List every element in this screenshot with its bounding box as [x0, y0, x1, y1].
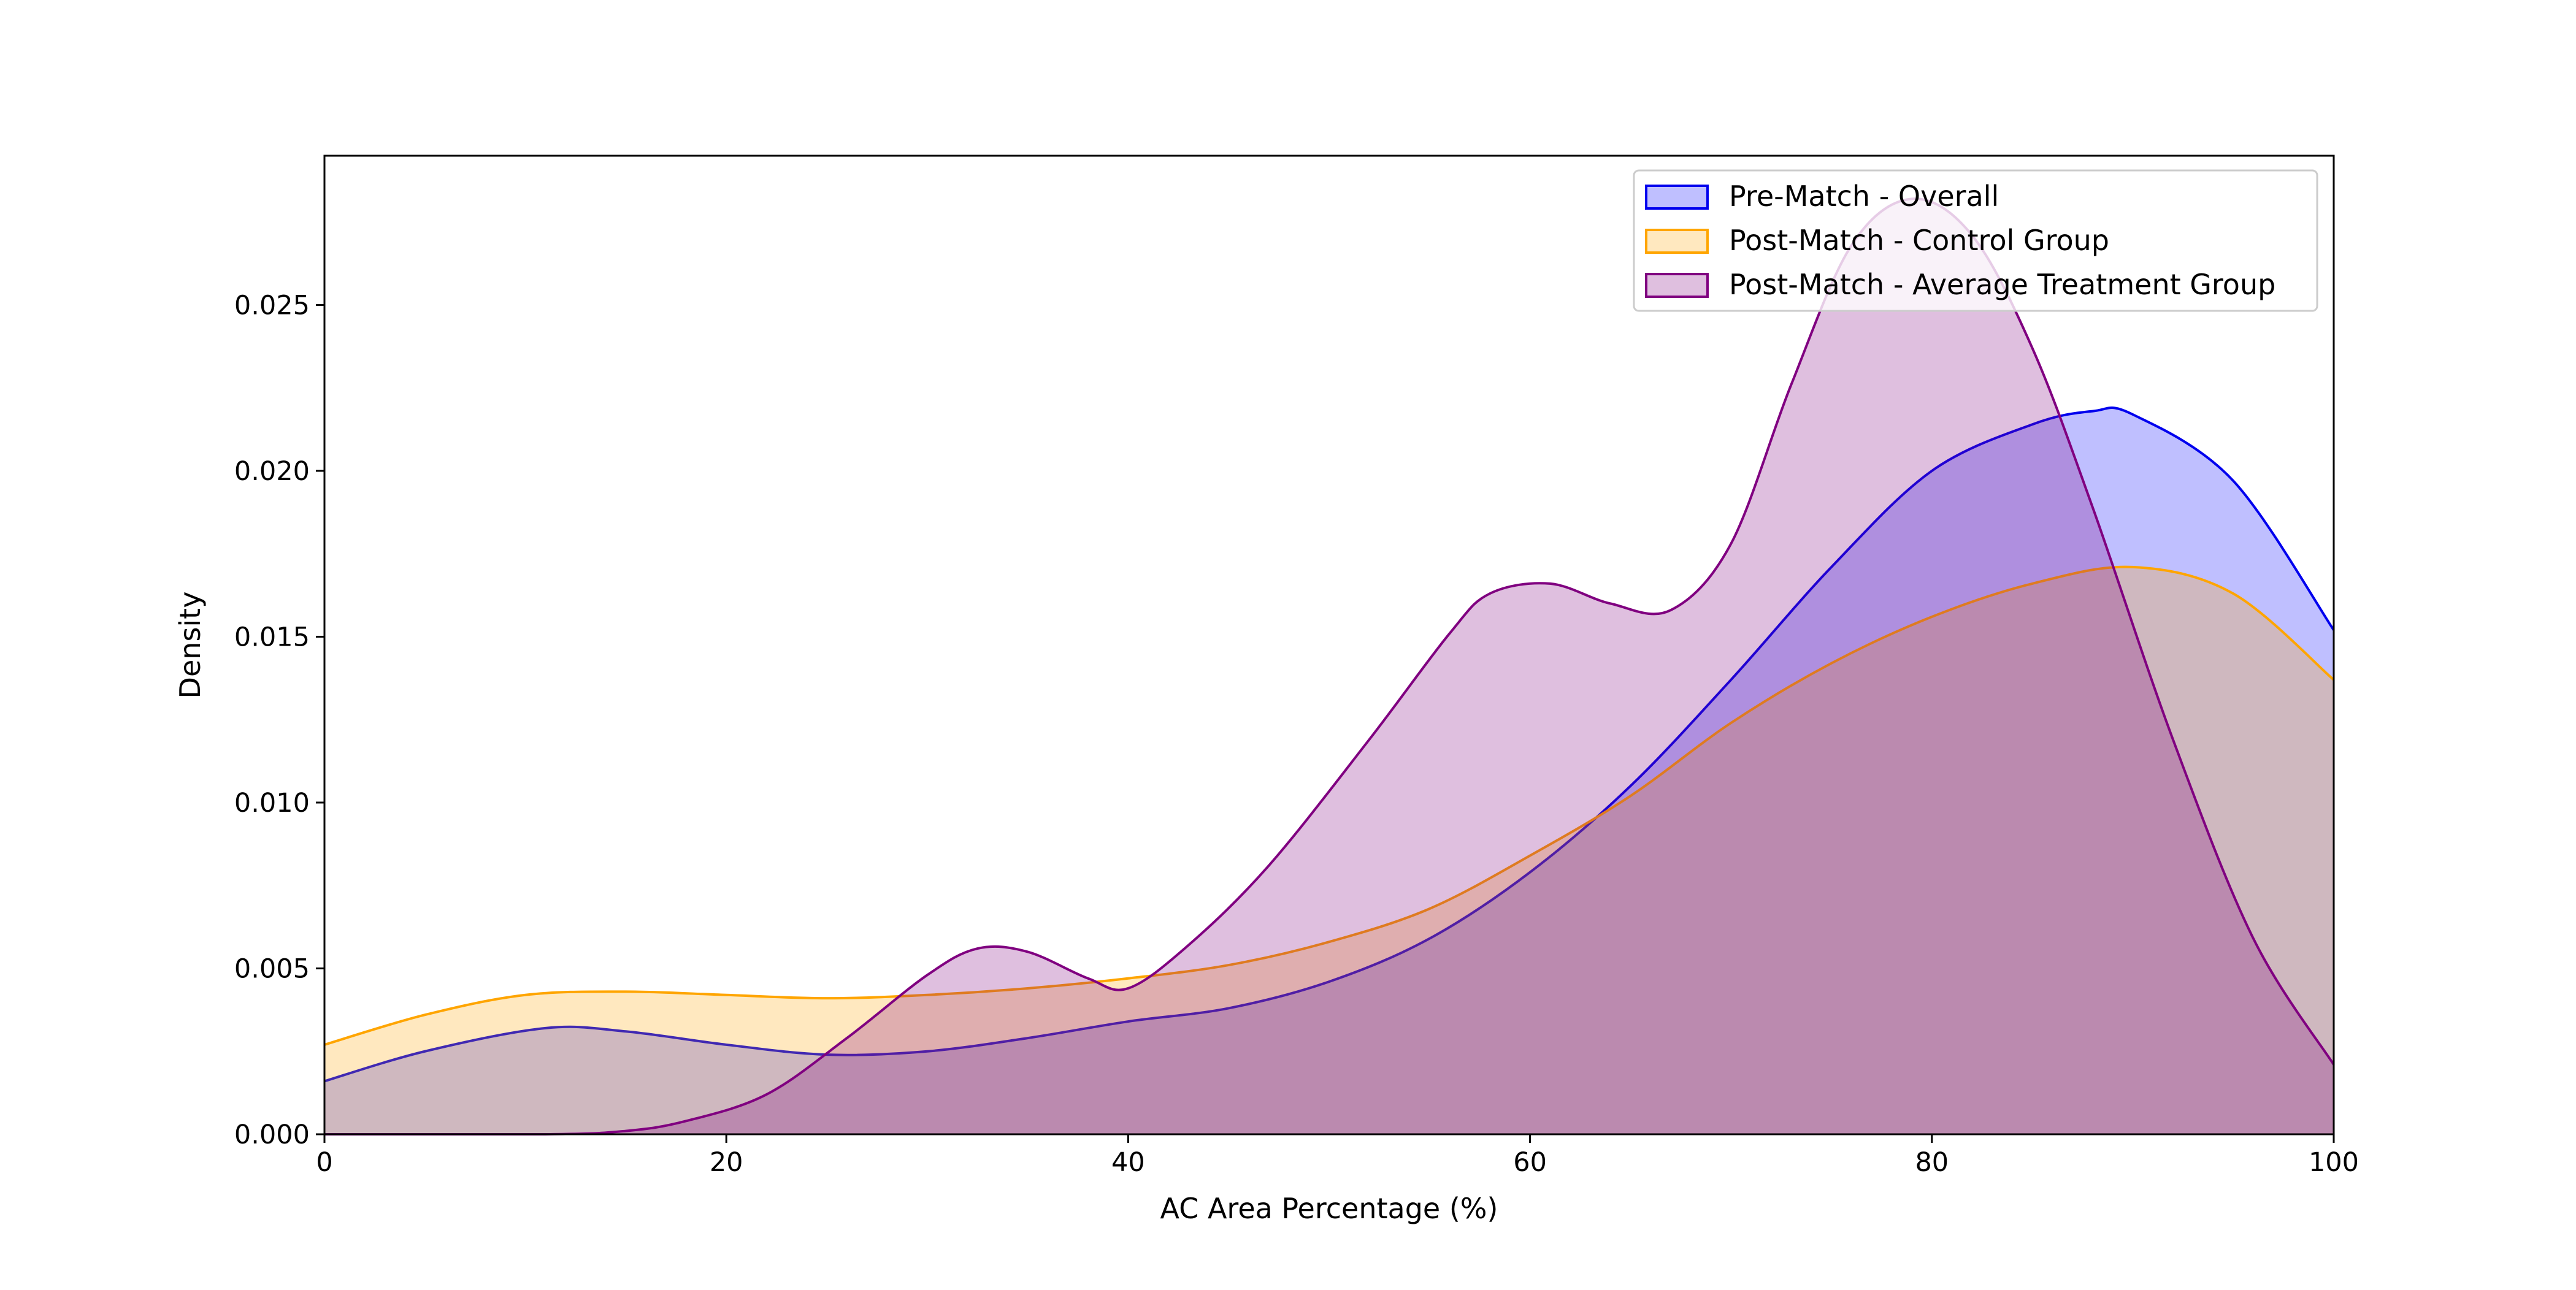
x-tick-label: 80 [1915, 1147, 1949, 1178]
y-tick-label: 0.005 [234, 953, 310, 984]
series-2 [324, 565, 2335, 1134]
legend-label: Post-Match - Average Treatment Group [1729, 268, 2275, 301]
legend-label: Pre-Match - Overall [1729, 180, 1999, 213]
series-3-line [324, 197, 2335, 1136]
x-tick-label: 60 [1513, 1147, 1547, 1178]
x-tick-label: 0 [316, 1147, 332, 1178]
plot-frame [323, 155, 2335, 1135]
y-tick-label: 0.025 [234, 290, 310, 321]
y-tick-label: 0.000 [234, 1120, 310, 1150]
legend-label: Post-Match - Control Group [1729, 224, 2109, 257]
series-layer [324, 197, 2335, 1136]
y-axis: 0.000 0.005 0.010 0.015 0.020 0.025 [234, 290, 324, 1150]
legend-item: Post-Match - Average Treatment Group [1645, 268, 2275, 301]
series-1-area [324, 408, 2334, 1134]
series-2-area [324, 567, 2334, 1134]
legend-box [1633, 169, 2318, 312]
series-3 [324, 197, 2335, 1136]
x-axis: 0 20 40 60 80 100 [316, 1134, 2359, 1178]
legend-swatch [1645, 229, 1709, 254]
y-tick-label: 0.010 [234, 788, 310, 819]
x-axis-title: AC Area Percentage (%) [1160, 1192, 1498, 1225]
y-tick-label: 0.015 [234, 622, 310, 652]
legend: Pre-Match - Overall Post-Match - Control … [1633, 169, 2318, 312]
x-tick-label: 40 [1111, 1147, 1145, 1178]
y-tick-label: 0.020 [234, 456, 310, 487]
series-3-area [324, 199, 2334, 1134]
series-2-line [324, 565, 2335, 1046]
legend-swatch [1645, 273, 1709, 298]
legend-swatch [1645, 185, 1709, 210]
y-axis-title: Density [174, 592, 207, 699]
x-tick-label: 20 [710, 1147, 743, 1178]
legend-item: Post-Match - Control Group [1645, 224, 2109, 257]
x-tick-label: 100 [2309, 1147, 2359, 1178]
legend-item: Pre-Match - Overall [1645, 180, 1999, 213]
